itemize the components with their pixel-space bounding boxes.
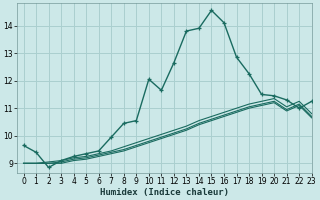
X-axis label: Humidex (Indice chaleur): Humidex (Indice chaleur) <box>100 188 229 197</box>
